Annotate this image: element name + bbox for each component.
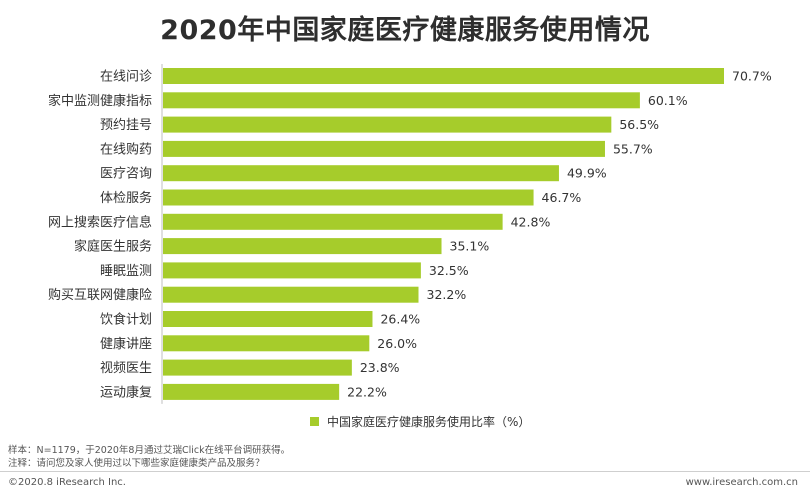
category-label: 健康讲座 [100, 336, 152, 352]
category-label: 家中监测健康指标 [48, 93, 152, 109]
bar [163, 68, 724, 84]
value-label: 70.7% [732, 69, 772, 84]
category-label: 视频医生 [100, 361, 152, 376]
category-label: 在线问诊 [100, 70, 152, 85]
footer-divider [0, 471, 810, 472]
remark-note: 注释：请问您及家人使用过以下哪些家庭健康类产品及服务？ [8, 458, 265, 469]
bar [163, 116, 612, 133]
category-label: 预约挂号 [100, 118, 152, 133]
value-label: 23.8% [360, 360, 400, 375]
notes: 样本：N=1179，于2020年8月通过艾瑞Click在线平台调研获得。 注释：… [8, 444, 290, 470]
bar [163, 213, 503, 230]
value-label: 46.7% [542, 190, 582, 205]
bar [163, 311, 373, 327]
footer-copyright: ©2020.8 iResearch Inc. [8, 477, 126, 488]
sample-note: 样本：N=1179，于2020年8月通过艾瑞Click在线平台调研获得。 [8, 445, 291, 456]
category-label: 运动康复 [100, 384, 152, 400]
bar [163, 165, 559, 182]
value-label: 22.2% [347, 384, 387, 399]
value-label: 35.1% [450, 239, 490, 254]
category-label: 在线购药 [100, 141, 152, 157]
bar-chart: 在线问诊 70.7% 家中监测健康指标 60.1% 预约挂号 56.5% 在线购药 55.7%… [48, 64, 772, 404]
bar [163, 262, 421, 279]
bar [163, 189, 534, 206]
category-label: 饮食计划 [100, 312, 152, 328]
value-label: 26.0% [377, 336, 417, 351]
category-label: 家庭医生服务 [74, 239, 152, 255]
value-label: 60.1% [648, 93, 688, 108]
value-label: 26.4% [380, 312, 420, 327]
bar [163, 92, 640, 109]
bar [163, 383, 340, 400]
chart-title: 2020年中国家庭医疗健康服务使用情况 [160, 15, 650, 46]
bar [163, 335, 370, 352]
value-label: 32.5% [429, 263, 469, 278]
value-label: 55.7% [613, 141, 653, 156]
bar [163, 359, 352, 376]
value-label: 56.5% [619, 117, 659, 132]
value-label: 42.8% [511, 214, 551, 229]
category-label: 睡眠监测 [100, 264, 152, 279]
category-label: 医疗咨询 [100, 167, 152, 182]
value-label: 32.2% [427, 287, 467, 302]
bar [163, 286, 419, 303]
bar [163, 238, 442, 255]
legend-label: 中国家庭医疗健康服务使用比率（%） [327, 415, 531, 429]
legend: 中国家庭医疗健康服务使用比率（%） [310, 413, 530, 430]
category-label: 购买互联网健康险 [48, 287, 152, 303]
category-label: 网上搜索医疗信息 [48, 214, 152, 230]
bar [163, 140, 605, 157]
category-label: 体检服务 [100, 190, 152, 206]
footer-website: www.iresearch.com.cn [685, 477, 798, 488]
legend-swatch [310, 417, 319, 426]
value-label: 49.9% [567, 166, 607, 181]
